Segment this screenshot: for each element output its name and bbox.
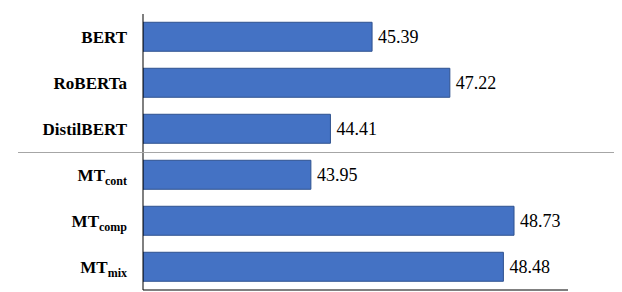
svg-text:DistilBERT: DistilBERT xyxy=(43,120,128,139)
svg-text:45.39: 45.39 xyxy=(378,27,419,47)
svg-text:BERT: BERT xyxy=(81,28,127,47)
svg-text:48.73: 48.73 xyxy=(520,211,561,231)
svg-text:MTmix: MTmix xyxy=(80,258,127,280)
svg-text:MTcomp: MTcomp xyxy=(72,212,128,234)
svg-text:MTcont: MTcont xyxy=(78,166,127,188)
svg-text:47.22: 47.22 xyxy=(456,73,497,93)
svg-text:48.48: 48.48 xyxy=(509,257,550,277)
svg-text:43.95: 43.95 xyxy=(317,165,358,185)
svg-text:RoBERTa: RoBERTa xyxy=(54,74,128,93)
svg-text:44.41: 44.41 xyxy=(336,119,377,139)
